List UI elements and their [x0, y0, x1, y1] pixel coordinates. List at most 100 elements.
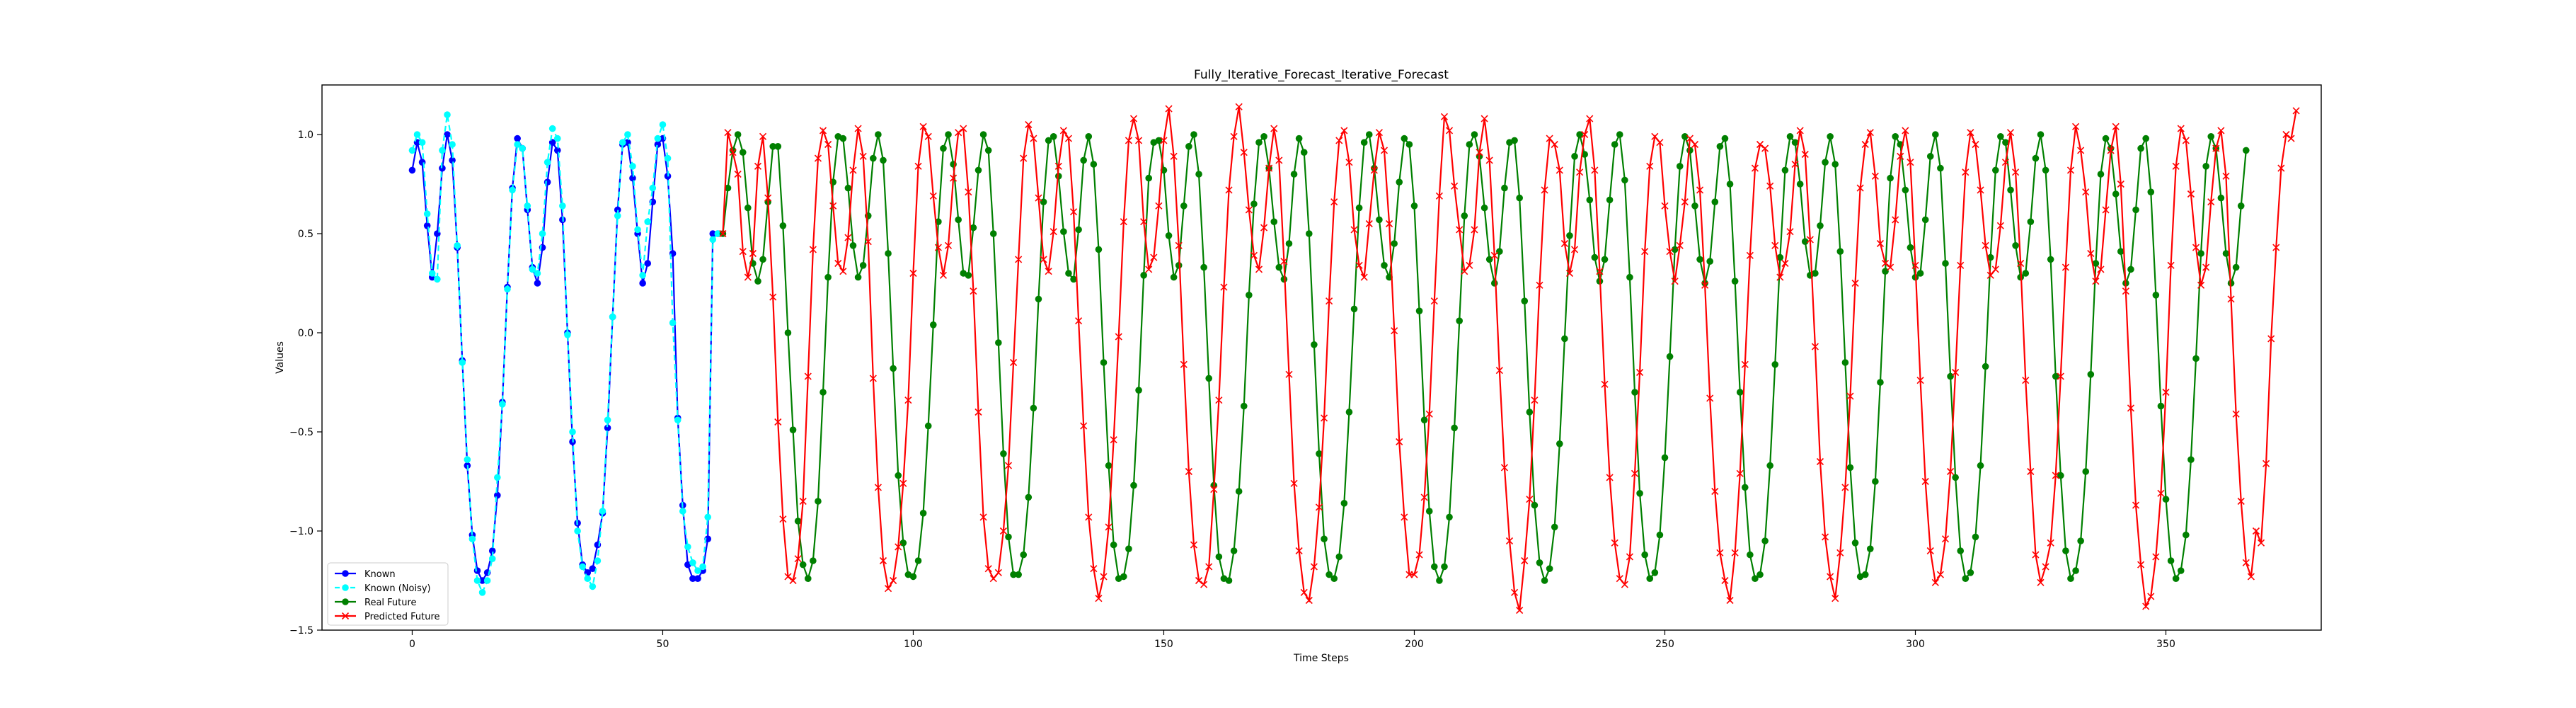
legend-label: Known: [364, 569, 396, 580]
data-point: [629, 163, 636, 170]
data-point: [1546, 565, 1553, 572]
data-point: [1300, 588, 1308, 596]
data-point: [1752, 575, 1759, 582]
data-point: [1445, 127, 1454, 135]
legend-item: Known (Noisy): [335, 583, 431, 594]
data-point: [1636, 490, 1643, 497]
data-point: [1776, 253, 1784, 261]
data-point: [1681, 198, 1689, 206]
data-point: [1916, 270, 1924, 277]
data-point: [423, 210, 431, 217]
data-point: [1932, 131, 1939, 138]
data-point: [1781, 166, 1789, 174]
data-point: [488, 547, 496, 554]
data-point: [984, 147, 992, 154]
data-point: [1170, 273, 1178, 281]
data-point: [1185, 143, 1192, 150]
data-point: [609, 313, 616, 321]
data-point: [1846, 464, 1854, 472]
data-point: [1350, 226, 1358, 234]
data-point: [864, 238, 872, 246]
legend-marker: [342, 598, 349, 605]
data-point: [2092, 278, 2100, 285]
data-point: [995, 339, 1002, 346]
data-point: [509, 186, 516, 194]
data-point: [1069, 208, 1078, 216]
data-point: [719, 229, 727, 238]
data-point: [799, 561, 807, 569]
data-point: [408, 147, 416, 154]
data-point: [2267, 335, 2275, 343]
data-point: [1616, 131, 1623, 138]
data-point: [544, 178, 551, 185]
data-point: [734, 131, 742, 138]
data-point: [1711, 198, 1719, 206]
data-point: [1576, 169, 1584, 176]
data-point: [2107, 147, 2115, 154]
data-point: [1536, 281, 1543, 289]
data-point: [1375, 129, 1383, 137]
data-point: [1706, 394, 1714, 402]
data-point: [2066, 166, 2075, 174]
data-point: [870, 154, 877, 162]
data-point: [1326, 571, 1333, 578]
data-point: [2277, 164, 2285, 172]
x-tick-label: 250: [1655, 639, 1674, 650]
data-point: [704, 513, 711, 521]
data-point: [1010, 358, 1018, 367]
data-point: [2052, 372, 2059, 380]
data-point: [639, 280, 646, 287]
data-point: [514, 141, 521, 148]
data-point: [1391, 327, 1398, 335]
data-point: [2067, 575, 2074, 582]
data-point: [1726, 596, 1734, 605]
data-point: [548, 125, 556, 132]
data-point: [1771, 241, 1779, 249]
data-point: [2247, 573, 2255, 581]
data-point: [1997, 133, 2004, 140]
data-point: [2042, 563, 2049, 571]
series-layer: [408, 103, 2300, 615]
data-point: [1200, 581, 1208, 588]
data-point: [544, 159, 551, 166]
data-point: [1035, 295, 1042, 303]
data-point: [2047, 256, 2054, 263]
data-point: [1957, 261, 1965, 269]
data-point: [874, 484, 882, 491]
data-point: [1851, 539, 1859, 547]
data-point: [654, 141, 662, 148]
data-point: [444, 131, 451, 138]
data-point: [1500, 464, 1508, 472]
data-point: [1521, 297, 1529, 305]
data-point: [1085, 513, 1093, 521]
data-point: [1576, 131, 1583, 138]
data-point: [1621, 176, 1628, 184]
data-point: [2212, 144, 2220, 152]
data-point: [1907, 159, 1914, 166]
data-point: [709, 236, 717, 244]
data-point: [1766, 182, 1774, 190]
data-point: [1866, 545, 1874, 552]
data-point: [1436, 577, 1443, 584]
data-point: [1311, 341, 1318, 348]
data-point: [1010, 571, 1017, 578]
data-point: [1866, 129, 1874, 137]
data-point: [1967, 569, 1974, 576]
data-point: [2077, 147, 2085, 154]
data-point: [1245, 206, 1253, 214]
data-point: [2077, 537, 2084, 544]
data-point: [1947, 372, 1954, 380]
data-point: [2202, 263, 2210, 271]
data-point: [1100, 573, 1108, 581]
data-point: [2112, 122, 2120, 130]
data-point: [960, 125, 967, 132]
data-point: [779, 515, 787, 523]
data-point: [1130, 481, 1137, 489]
data-point: [1020, 154, 1028, 162]
data-point: [1085, 133, 1093, 140]
data-point: [1345, 409, 1353, 416]
data-point: [1059, 127, 1067, 135]
data-point: [1656, 531, 1664, 539]
data-point: [2147, 593, 2155, 600]
data-point: [1330, 575, 1338, 582]
